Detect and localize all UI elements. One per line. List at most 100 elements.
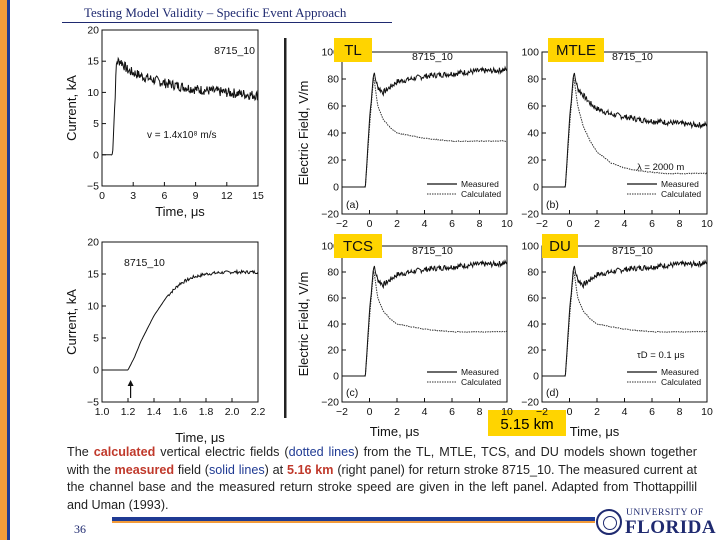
panel-tcs-model-name: TCS <box>343 238 373 255</box>
current-bottom-xtick-label: 1.4 <box>147 406 162 418</box>
panel-tcs-xtick-label: 10 <box>501 406 513 418</box>
panel-mtle-ytick-label: 60 <box>527 101 539 113</box>
panel-tcs-ytick-label: 20 <box>327 345 339 357</box>
panel-mtle-ytick-label: 20 <box>527 155 539 167</box>
panel-tcs-xtick-label: 4 <box>422 406 428 418</box>
panel-du-parameter: τD = 0.1 μs <box>637 350 685 361</box>
panel-divider <box>284 38 287 418</box>
current-top-speed: v = 1.4x10⁸ m/s <box>147 130 217 141</box>
panel-tcs-measured-trace <box>342 259 508 377</box>
panel-mtle-ytick-label: −20 <box>521 209 539 221</box>
current-bottom-xtick-label: 2.2 <box>251 406 266 418</box>
footer-rule <box>112 517 595 521</box>
current-bottom-xlabel: Time, μs <box>175 430 225 444</box>
panel-du-measured-trace <box>542 259 708 377</box>
panel-tl-xtick-label: 10 <box>501 218 513 230</box>
panel-tcs-legend-calculated: Calculated <box>461 377 501 387</box>
panel-du-xtick-label: 0 <box>567 406 573 418</box>
panel-tl-ytick-label: 20 <box>327 155 339 167</box>
left-accent-bar <box>0 0 7 540</box>
panel-tcs-xtick-label: 0 <box>367 406 373 418</box>
university-seal-icon <box>596 509 622 535</box>
panel-mtle-model-name: MTLE <box>556 42 596 59</box>
panel-du-xtick-label: 6 <box>649 406 655 418</box>
panel-mtle-ytick-label: 80 <box>527 74 539 86</box>
panel-tl-model-name: TL <box>344 42 362 59</box>
figure-caption: The calculated vertical electric fields … <box>67 445 697 512</box>
current-top-xtick-label: 3 <box>130 190 136 202</box>
left-accent-stripe <box>7 0 10 540</box>
panel-tl-stroke-id: 8715_10 <box>412 51 453 63</box>
panel-tl-ylabel: Electric Field, V/m <box>296 81 311 186</box>
panel-mtle-model-label-box <box>548 38 604 62</box>
panel-tl-legend-calculated: Calculated <box>461 189 501 199</box>
current-bottom-xtick-label: 1.6 <box>173 406 188 418</box>
panel-tl-model-label: TL <box>334 38 372 62</box>
panel-du-ytick-label: −20 <box>521 397 539 409</box>
current-bottom-xtick-label: 1.2 <box>121 406 136 418</box>
panel-mtle-measured-trace <box>542 72 708 188</box>
distance-label-box <box>488 410 566 436</box>
current-bottom-xtick-label: 1.8 <box>199 406 214 418</box>
current-top-ytick-label: 15 <box>87 56 99 68</box>
panel-du-xtick-label: −2 <box>536 406 548 418</box>
panel-tl-ytick-label: 40 <box>327 128 339 140</box>
panel-tl-xtick-label: 0 <box>367 218 373 230</box>
current-bottom-xtick-label: 1.0 <box>95 406 110 418</box>
panel-tcs-xlabel: Time, μs <box>370 424 420 439</box>
current-bottom-ytick-label: 20 <box>87 237 99 249</box>
panel-tcs-xtick-label: 6 <box>449 406 455 418</box>
panel-tcs-model-label-box <box>334 234 382 258</box>
panel-mtle-xtick-label: 0 <box>567 218 573 230</box>
panel-mtle-tag: (b) <box>546 199 559 211</box>
panel-tl-ytick-label: 80 <box>327 74 339 86</box>
caption-calculated: calculated <box>93 445 156 459</box>
panel-tcs-xtick-label: 8 <box>477 406 483 418</box>
panel-mtle-ytick-label: 40 <box>527 128 539 140</box>
panel-tcs-legend-measured: Measured <box>461 367 499 377</box>
panel-du-model-label: DU <box>542 234 578 258</box>
panel-mtle-parameter: λ = 2000 m <box>637 162 684 173</box>
current-top-ytick-label: −5 <box>87 181 99 193</box>
panel-mtle-stroke-id: 8715_10 <box>612 51 653 63</box>
panel-du-ytick-label: 0 <box>533 371 539 383</box>
panel-du-ytick-label: 100 <box>521 241 539 253</box>
panel-tl-ytick-label: −20 <box>321 209 339 221</box>
panel-du-legend-calculated: Calculated <box>661 377 701 387</box>
current-top-xtick-label: 0 <box>99 190 105 202</box>
panel-tl-ytick-label: 60 <box>327 101 339 113</box>
panel-mtle-ytick-label: 0 <box>533 182 539 194</box>
logo-university-of: UNIVERSITY OF <box>626 508 704 518</box>
current-top-xtick-label: 9 <box>193 190 199 202</box>
panel-du-xtick-label: 10 <box>701 406 713 418</box>
panel-tl-ytick-label: 0 <box>333 182 339 194</box>
current-top-plot-frame <box>101 29 259 187</box>
current-bottom-axes: 1.0 1.2 1.4 1.6 1.8 2.0 2.2 20 15 10 5 0 −5 <box>87 237 265 419</box>
current-top-ytick-label: 20 <box>87 25 99 37</box>
panel-tcs-model-label: TCS <box>334 234 382 258</box>
panel-du-model-label-box <box>542 234 578 258</box>
page-number: 36 <box>74 522 86 536</box>
slide-title: Testing Model Validity – Specific Event … <box>84 5 347 20</box>
panel-mtle-ytick-label: 100 <box>521 47 539 59</box>
caption-solid: solid lines <box>209 462 265 477</box>
current-bottom-ytick-label: 5 <box>93 333 99 345</box>
panel-tcs-xtick-label: 2 <box>394 406 400 418</box>
panel-tl-xtick-label: −2 <box>336 218 348 230</box>
panel-tcs-ytick-label: 80 <box>327 267 339 279</box>
panel-mtle-xtick-label: −2 <box>536 218 548 230</box>
panel-tl-legend-measured: Measured <box>461 179 499 189</box>
current-top-xtick-label: 12 <box>221 190 233 202</box>
panel-tcs-ytick-label: 0 <box>333 371 339 383</box>
panel-tcs-ylabel: Electric Field, V/m <box>296 272 311 377</box>
panel-tcs-stroke-id: 8715_10 <box>412 245 453 257</box>
panel-tcs-ytick-label: 60 <box>327 293 339 305</box>
panel-du-ytick-label: 20 <box>527 345 539 357</box>
distance-label: 5.15 km <box>500 416 553 433</box>
panel-du-xtick-label: 8 <box>677 406 683 418</box>
current-bottom-stroke-id: 8715_10 <box>124 257 165 269</box>
current-bottom-ytick-label: −5 <box>87 397 99 409</box>
panel-tl-measured-trace <box>342 65 508 188</box>
